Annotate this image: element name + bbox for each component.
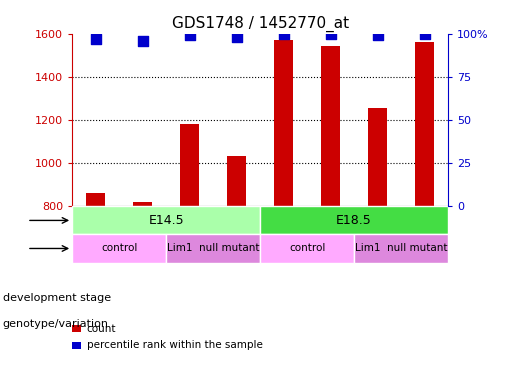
Text: GSM96569: GSM96569 bbox=[373, 208, 382, 257]
Text: development stage: development stage bbox=[3, 293, 111, 303]
Point bbox=[232, 34, 241, 40]
Bar bbox=[166, 234, 260, 262]
Point bbox=[92, 36, 100, 42]
Bar bbox=[86, 194, 105, 206]
Text: GSM96566: GSM96566 bbox=[232, 208, 241, 257]
Bar bbox=[415, 42, 434, 206]
Text: E14.5: E14.5 bbox=[148, 214, 184, 227]
Point bbox=[373, 33, 382, 39]
Text: genotype/variation: genotype/variation bbox=[3, 320, 109, 329]
Text: GSM96563: GSM96563 bbox=[91, 208, 100, 257]
Bar bbox=[180, 124, 199, 206]
Point bbox=[280, 31, 288, 37]
Bar bbox=[260, 206, 448, 234]
Bar bbox=[260, 234, 354, 262]
Text: percentile rank within the sample: percentile rank within the sample bbox=[87, 340, 263, 350]
Point bbox=[420, 31, 428, 37]
Bar bbox=[227, 156, 246, 206]
Text: GSM96565: GSM96565 bbox=[185, 208, 194, 257]
Bar bbox=[321, 46, 340, 206]
Text: GSM96567: GSM96567 bbox=[279, 208, 288, 257]
Text: Lim1  null mutant: Lim1 null mutant bbox=[355, 243, 448, 254]
Point bbox=[139, 38, 147, 44]
Bar bbox=[72, 234, 166, 262]
Text: control: control bbox=[101, 243, 138, 254]
Bar bbox=[133, 202, 152, 206]
Bar bbox=[274, 40, 293, 206]
Title: GDS1748 / 1452770_at: GDS1748 / 1452770_at bbox=[171, 16, 349, 32]
Text: GSM96568: GSM96568 bbox=[326, 208, 335, 257]
Text: GSM96564: GSM96564 bbox=[138, 208, 147, 257]
Bar bbox=[72, 206, 260, 234]
Text: control: control bbox=[289, 243, 325, 254]
Text: E18.5: E18.5 bbox=[336, 214, 372, 227]
Bar bbox=[368, 108, 387, 206]
Bar bbox=[354, 234, 448, 262]
Point bbox=[327, 31, 335, 37]
Text: count: count bbox=[87, 324, 116, 333]
Text: Lim1  null mutant: Lim1 null mutant bbox=[167, 243, 260, 254]
Text: GSM96570: GSM96570 bbox=[420, 208, 429, 257]
Point bbox=[185, 33, 194, 39]
